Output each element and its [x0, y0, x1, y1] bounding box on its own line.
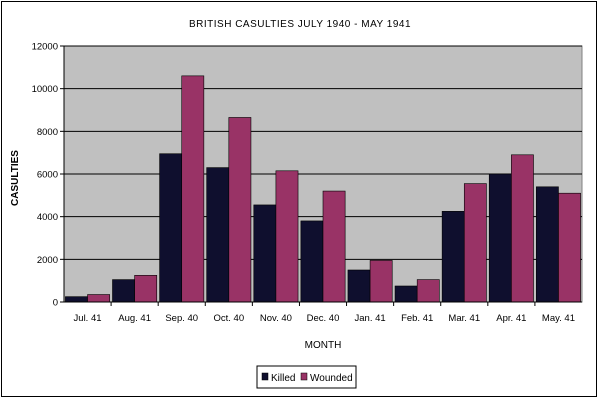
x-axis-ticks: Jul. 41 Aug. 41 Sep. 40 Oct. 40 Nov. 40 Dec. …	[74, 302, 575, 324]
y-tick-label: 4000	[37, 212, 58, 223]
y-tick-label: 8000	[37, 127, 58, 138]
x-tick-label: Apr. 41	[496, 313, 526, 324]
legend-swatch-wounded	[300, 372, 308, 381]
bar-wounded	[416, 279, 440, 303]
bar-killed	[206, 167, 230, 303]
bar-killed	[112, 279, 135, 303]
y-axis-title: CASULTIES	[10, 150, 21, 206]
legend: Killed Wounded	[256, 365, 357, 389]
y-tick-label: 12000	[32, 42, 58, 53]
bar-killed	[394, 285, 418, 303]
y-tick-label: 0	[53, 298, 58, 309]
x-tick-label: Mar. 41	[448, 313, 480, 324]
bar-wounded	[134, 275, 158, 303]
x-tick-label: Jan. 41	[355, 313, 386, 324]
x-tick-label: Nov. 40	[260, 313, 292, 324]
bar-wounded	[558, 192, 581, 303]
x-tick-label: Dec. 40	[307, 313, 340, 324]
bar-wounded	[87, 294, 110, 303]
bar-killed	[159, 153, 183, 303]
legend-label-wounded: Wounded	[310, 373, 353, 384]
x-tick-label: May. 41	[542, 313, 575, 324]
x-tick-label: Sep. 40	[165, 313, 198, 324]
bar-killed	[536, 186, 559, 303]
bar-killed	[65, 296, 88, 303]
bar-wounded	[322, 190, 346, 303]
legend-swatch-killed	[261, 372, 269, 381]
bar-wounded	[511, 154, 534, 303]
x-tick-label: Aug. 41	[118, 313, 151, 324]
bar-killed	[441, 211, 465, 303]
x-tick-label: Oct. 40	[214, 313, 245, 324]
y-axis-ticks: 0 2000 4000 6000 8000 10000 12000	[32, 42, 64, 309]
bar-killed	[300, 220, 324, 303]
bar-wounded	[228, 117, 252, 303]
bar-wounded	[275, 170, 299, 303]
bars	[65, 75, 581, 303]
bar-wounded	[369, 260, 393, 303]
chart-title: BRITISH CASULTIES JULY 1940 - MAY 1941	[189, 19, 411, 30]
y-tick-label: 10000	[32, 84, 58, 95]
bar-wounded	[181, 75, 205, 303]
x-axis-title: MONTH	[305, 340, 342, 351]
y-tick-label: 2000	[37, 255, 58, 266]
legend-label-killed: Killed	[271, 373, 295, 384]
x-tick-label: Jul. 41	[74, 313, 102, 324]
x-tick-label: Feb. 41	[401, 313, 433, 324]
bar-wounded	[463, 183, 487, 303]
bar-killed	[253, 204, 277, 303]
y-tick-label: 6000	[37, 170, 58, 181]
bar-killed	[488, 173, 512, 303]
bar-killed	[347, 269, 371, 303]
